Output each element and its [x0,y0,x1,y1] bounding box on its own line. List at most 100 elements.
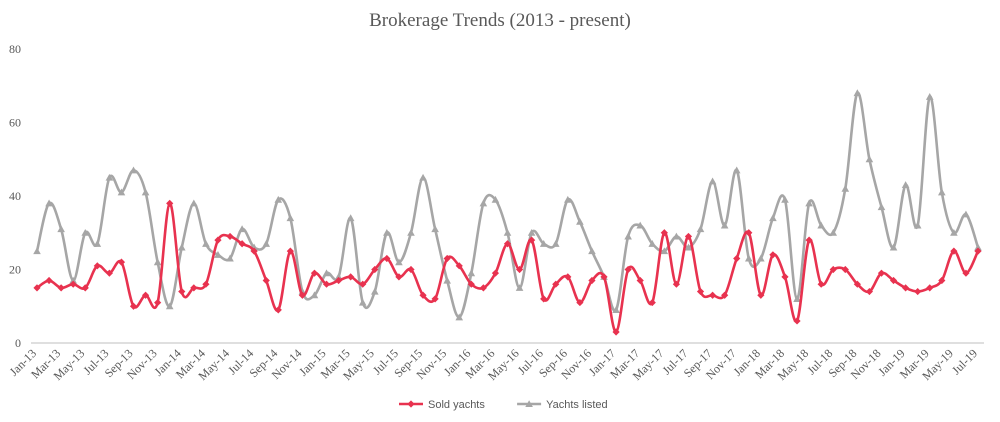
data-point-sold-yachts [57,284,65,292]
legend-swatch-marker [525,400,533,408]
y-tick-label: 60 [9,116,21,130]
data-point-yachts-listed [105,173,114,181]
data-point-yachts-listed [841,184,850,192]
data-point-yachts-listed [431,225,439,233]
data-point-sold-yachts [540,295,548,303]
y-tick-label: 80 [9,42,21,56]
data-point-sold-yachts [672,280,680,288]
data-point-yachts-listed [757,254,765,262]
data-point-yachts-listed [202,239,210,247]
data-point-sold-yachts [226,232,234,241]
data-point-yachts-listed [214,251,222,258]
data-point-yachts-listed [479,199,488,207]
data-point-sold-yachts [769,251,777,259]
data-point-sold-yachts [648,298,656,307]
data-point-sold-yachts [576,298,584,307]
data-point-yachts-listed [684,243,693,251]
data-point-sold-yachts [889,276,898,285]
data-point-yachts-listed [419,173,427,181]
data-point-sold-yachts [383,254,391,263]
data-point-sold-yachts [262,276,270,285]
data-point-sold-yachts [395,273,403,281]
data-point-sold-yachts [600,273,608,281]
data-point-yachts-listed [769,214,777,222]
data-point-sold-yachts [721,291,729,299]
data-point-yachts-listed [901,181,910,189]
data-point-sold-yachts [684,232,693,241]
data-point-yachts-listed [720,221,729,229]
data-point-sold-yachts [286,247,294,255]
series-line-yachts-listed [35,91,980,319]
data-point-sold-yachts [552,280,560,288]
data-point-yachts-listed [165,302,174,310]
data-point-yachts-listed [708,177,717,185]
data-point-yachts-listed [877,203,886,211]
data-point-sold-yachts [81,284,89,292]
data-point-sold-yachts [865,287,874,296]
data-point-yachts-listed [117,188,126,196]
data-point-sold-yachts [853,280,861,288]
data-point-sold-yachts [877,269,886,277]
data-point-sold-yachts [371,265,379,274]
data-point-yachts-listed [346,214,355,222]
data-point-sold-yachts [335,276,343,285]
legend: Sold yachts Yachts listed [399,399,608,411]
data-point-yachts-listed [696,225,705,233]
data-point-sold-yachts [154,298,162,307]
data-point-sold-yachts [902,284,910,292]
data-point-yachts-listed [962,210,970,218]
data-point-yachts-listed [539,239,548,247]
data-point-yachts-listed [636,221,645,229]
data-point-sold-yachts [45,276,53,285]
data-point-yachts-listed [45,199,53,207]
data-point-yachts-listed [141,188,150,196]
data-point-sold-yachts [805,236,813,244]
data-point-yachts-listed [588,247,596,255]
data-point-sold-yachts [166,199,174,207]
data-point-sold-yachts [347,273,355,281]
data-point-sold-yachts [359,280,367,288]
data-point-yachts-listed [274,195,283,203]
data-point-yachts-listed [129,166,138,174]
data-point-sold-yachts [708,291,717,299]
data-point-yachts-listed [334,273,343,280]
data-point-sold-yachts [467,280,475,288]
data-point-sold-yachts [588,276,596,285]
legend-label: Yachts listed [546,399,608,411]
data-point-yachts-listed [648,239,657,247]
data-point-yachts-listed [624,232,632,240]
data-point-yachts-listed [551,239,560,247]
data-point-sold-yachts [564,273,572,281]
legend-item-yachts-listed: Yachts listed [517,399,608,411]
data-point-yachts-listed [805,199,813,207]
data-point-sold-yachts [274,306,282,314]
data-point-sold-yachts [479,284,487,292]
data-point-yachts-listed [829,228,838,236]
data-point-yachts-listed [370,287,379,295]
series-yachts-listed [33,89,982,321]
data-point-sold-yachts [829,265,837,274]
data-point-yachts-listed [33,247,41,255]
legend-swatch-marker [407,400,415,408]
data-point-yachts-listed [564,195,572,203]
data-point-sold-yachts [528,236,536,244]
data-point-sold-yachts [624,265,632,274]
series-sold-yachts [33,199,982,336]
data-point-yachts-listed [732,166,741,174]
data-point-yachts-listed [853,89,862,97]
data-point-yachts-listed [793,295,801,302]
data-point-sold-yachts [310,269,319,277]
data-point-sold-yachts [69,280,77,288]
data-point-yachts-listed [503,228,512,236]
data-point-sold-yachts [431,295,439,303]
data-point-yachts-listed [395,258,403,266]
data-point-yachts-listed [744,254,753,262]
data-point-sold-yachts [793,317,801,325]
data-point-sold-yachts [322,280,331,288]
plot-area [33,89,982,336]
data-point-yachts-listed [177,243,186,251]
data-point-sold-yachts [443,254,451,263]
data-point-sold-yachts [612,328,620,336]
data-point-sold-yachts [974,247,982,255]
y-axis: 0 20 40 60 80 [9,42,21,350]
